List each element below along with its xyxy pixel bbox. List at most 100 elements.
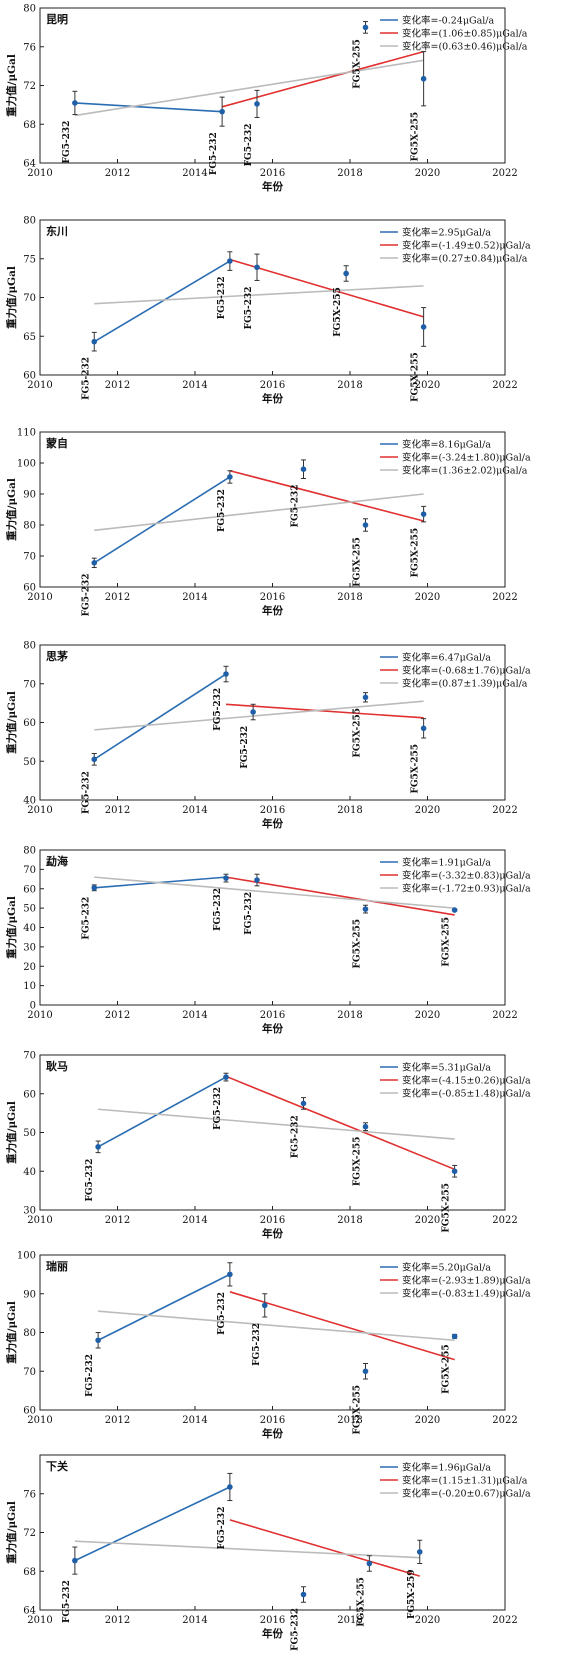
instrument-label: FG5-232 <box>217 489 227 532</box>
legend-entry-3: 变化率=(1.36±2.02)μGal/a <box>402 465 528 477</box>
x-axis-label: 年份 <box>262 604 283 617</box>
instrument-label: FG5-232 <box>217 276 227 319</box>
legend-entry-2: 变化率=(-3.24±1.80)μGal/a <box>402 452 531 464</box>
series-line-3 <box>74 1540 420 1559</box>
series-line-3 <box>94 285 424 305</box>
instrument-label: FG5X-255 <box>353 39 363 89</box>
x-tick-label: 2010 <box>27 1010 52 1021</box>
x-tick-label: 2014 <box>182 1215 207 1226</box>
instrument-label: FG5X-255 <box>353 537 363 587</box>
x-tick-label: 2012 <box>105 592 130 603</box>
x-tick-label: 2018 <box>337 1215 362 1226</box>
instrument-label: FG5-232 <box>81 573 91 616</box>
x-tick-label: 2014 <box>182 168 207 179</box>
legend-entry-3: 变化率=(-0.20±0.67)μGal/a <box>402 1488 531 1500</box>
legend-entry-3: 变化率=(0.27±0.84)μGal/a <box>402 253 528 265</box>
x-axis-label: 年份 <box>262 817 283 830</box>
chart-panel-7: 2010 2012 2014 2016 2018 2020 2022 60 70 80 90 100 年… <box>5 1251 531 1441</box>
station-name: 勐海 <box>46 854 68 868</box>
data-point <box>254 101 260 107</box>
data-point <box>420 511 427 517</box>
data-point <box>451 1333 458 1340</box>
instrument-label: FG5X-255 <box>442 917 452 967</box>
instrument-label: FG5-232 <box>62 121 72 164</box>
data-point <box>362 1123 369 1130</box>
y-tick-label: 60 <box>23 1406 36 1417</box>
y-tick-label: 60 <box>23 718 36 729</box>
instrument-label: FG5-232 <box>252 1323 262 1366</box>
x-tick-label: 2020 <box>415 805 440 816</box>
data-point <box>91 756 98 763</box>
y-tick-label: 30 <box>23 942 36 953</box>
x-tick-label: 2022 <box>492 805 517 816</box>
data-point <box>362 694 369 701</box>
station-name: 东川 <box>46 224 68 238</box>
y-tick-label: 80 <box>23 216 36 227</box>
x-axis-label: 年份 <box>262 1227 283 1240</box>
x-tick-label: 2010 <box>27 1415 52 1426</box>
legend-entry-1: 变化率=8.16μGal/a <box>402 439 491 451</box>
data-point <box>362 906 369 912</box>
y-tick-label: 65 <box>23 332 36 343</box>
y-tick-label: 70 <box>23 552 36 563</box>
series-line-2 <box>225 1075 455 1171</box>
series-line-1 <box>93 260 231 343</box>
y-axis-label: 重力值/μGal <box>5 54 18 117</box>
x-tick-label: 2016 <box>260 168 285 179</box>
x-tick-label: 2022 <box>492 380 517 391</box>
y-tick-label: 80 <box>23 641 36 652</box>
series-line-1 <box>74 102 223 113</box>
series-line-3 <box>98 1310 455 1342</box>
instrument-label: FG5X-255 <box>353 919 363 969</box>
x-tick-label: 2014 <box>182 1615 207 1626</box>
y-tick-label: 72 <box>23 1528 36 1539</box>
x-tick-label: 2016 <box>260 380 285 391</box>
instrument-label: FG5X-255 <box>353 708 363 758</box>
instrument-label: FG5-232 <box>217 1507 227 1550</box>
x-tick-label: 2020 <box>415 1615 440 1626</box>
y-tick-label: 80 <box>23 521 36 532</box>
instrument-label: FG5X-255 <box>411 744 421 794</box>
data-point <box>91 338 98 345</box>
y-tick-label: 76 <box>23 42 36 53</box>
x-tick-label: 2020 <box>415 592 440 603</box>
x-tick-label: 2016 <box>260 805 285 816</box>
y-tick-label: 70 <box>23 679 36 690</box>
legend-entry-2: 变化率=(-1.49±0.52)μGal/a <box>402 240 531 252</box>
data-point <box>261 1302 268 1309</box>
series-line-1 <box>74 1486 231 1562</box>
legend-entry-2: 变化率=(-4.15±0.26)μGal/a <box>402 1075 531 1087</box>
data-point <box>91 560 98 566</box>
x-tick-label: 2014 <box>182 592 207 603</box>
instrument-label: FG5X-255 <box>356 1577 366 1627</box>
x-tick-label: 2012 <box>105 1615 130 1626</box>
x-tick-label: 2022 <box>492 592 517 603</box>
data-point <box>227 258 233 264</box>
series-line-2 <box>229 1291 455 1361</box>
data-point <box>219 108 225 115</box>
data-point <box>254 264 260 271</box>
x-tick-label: 2016 <box>260 1415 285 1426</box>
data-point <box>300 1591 307 1598</box>
y-tick-label: 30 <box>23 1206 36 1217</box>
instrument-label: FG5X-255 <box>442 1183 452 1233</box>
instrument-label: FG5-232 <box>213 688 223 731</box>
y-tick-label: 10 <box>23 981 36 992</box>
instrument-label: FG5X-255 <box>353 1137 363 1187</box>
x-tick-label: 2022 <box>492 1010 517 1021</box>
legend-entry-3: 变化率=(-0.85±1.48)μGal/a <box>402 1088 531 1100</box>
data-point <box>420 725 427 732</box>
instrument-label: FG5-232 <box>291 1608 301 1651</box>
series-line-1 <box>93 673 227 760</box>
instrument-label: FG5X-259 <box>407 1570 417 1620</box>
y-tick-label: 60 <box>23 371 36 382</box>
x-tick-label: 2022 <box>492 1415 517 1426</box>
instrument-label: FG5-232 <box>244 286 254 329</box>
data-point <box>343 270 349 277</box>
x-tick-label: 2010 <box>27 380 52 391</box>
x-tick-label: 2012 <box>105 168 130 179</box>
data-point <box>72 100 78 106</box>
x-tick-label: 2018 <box>337 805 362 816</box>
data-point <box>227 474 233 480</box>
instrument-label: FG5-232 <box>81 357 91 400</box>
